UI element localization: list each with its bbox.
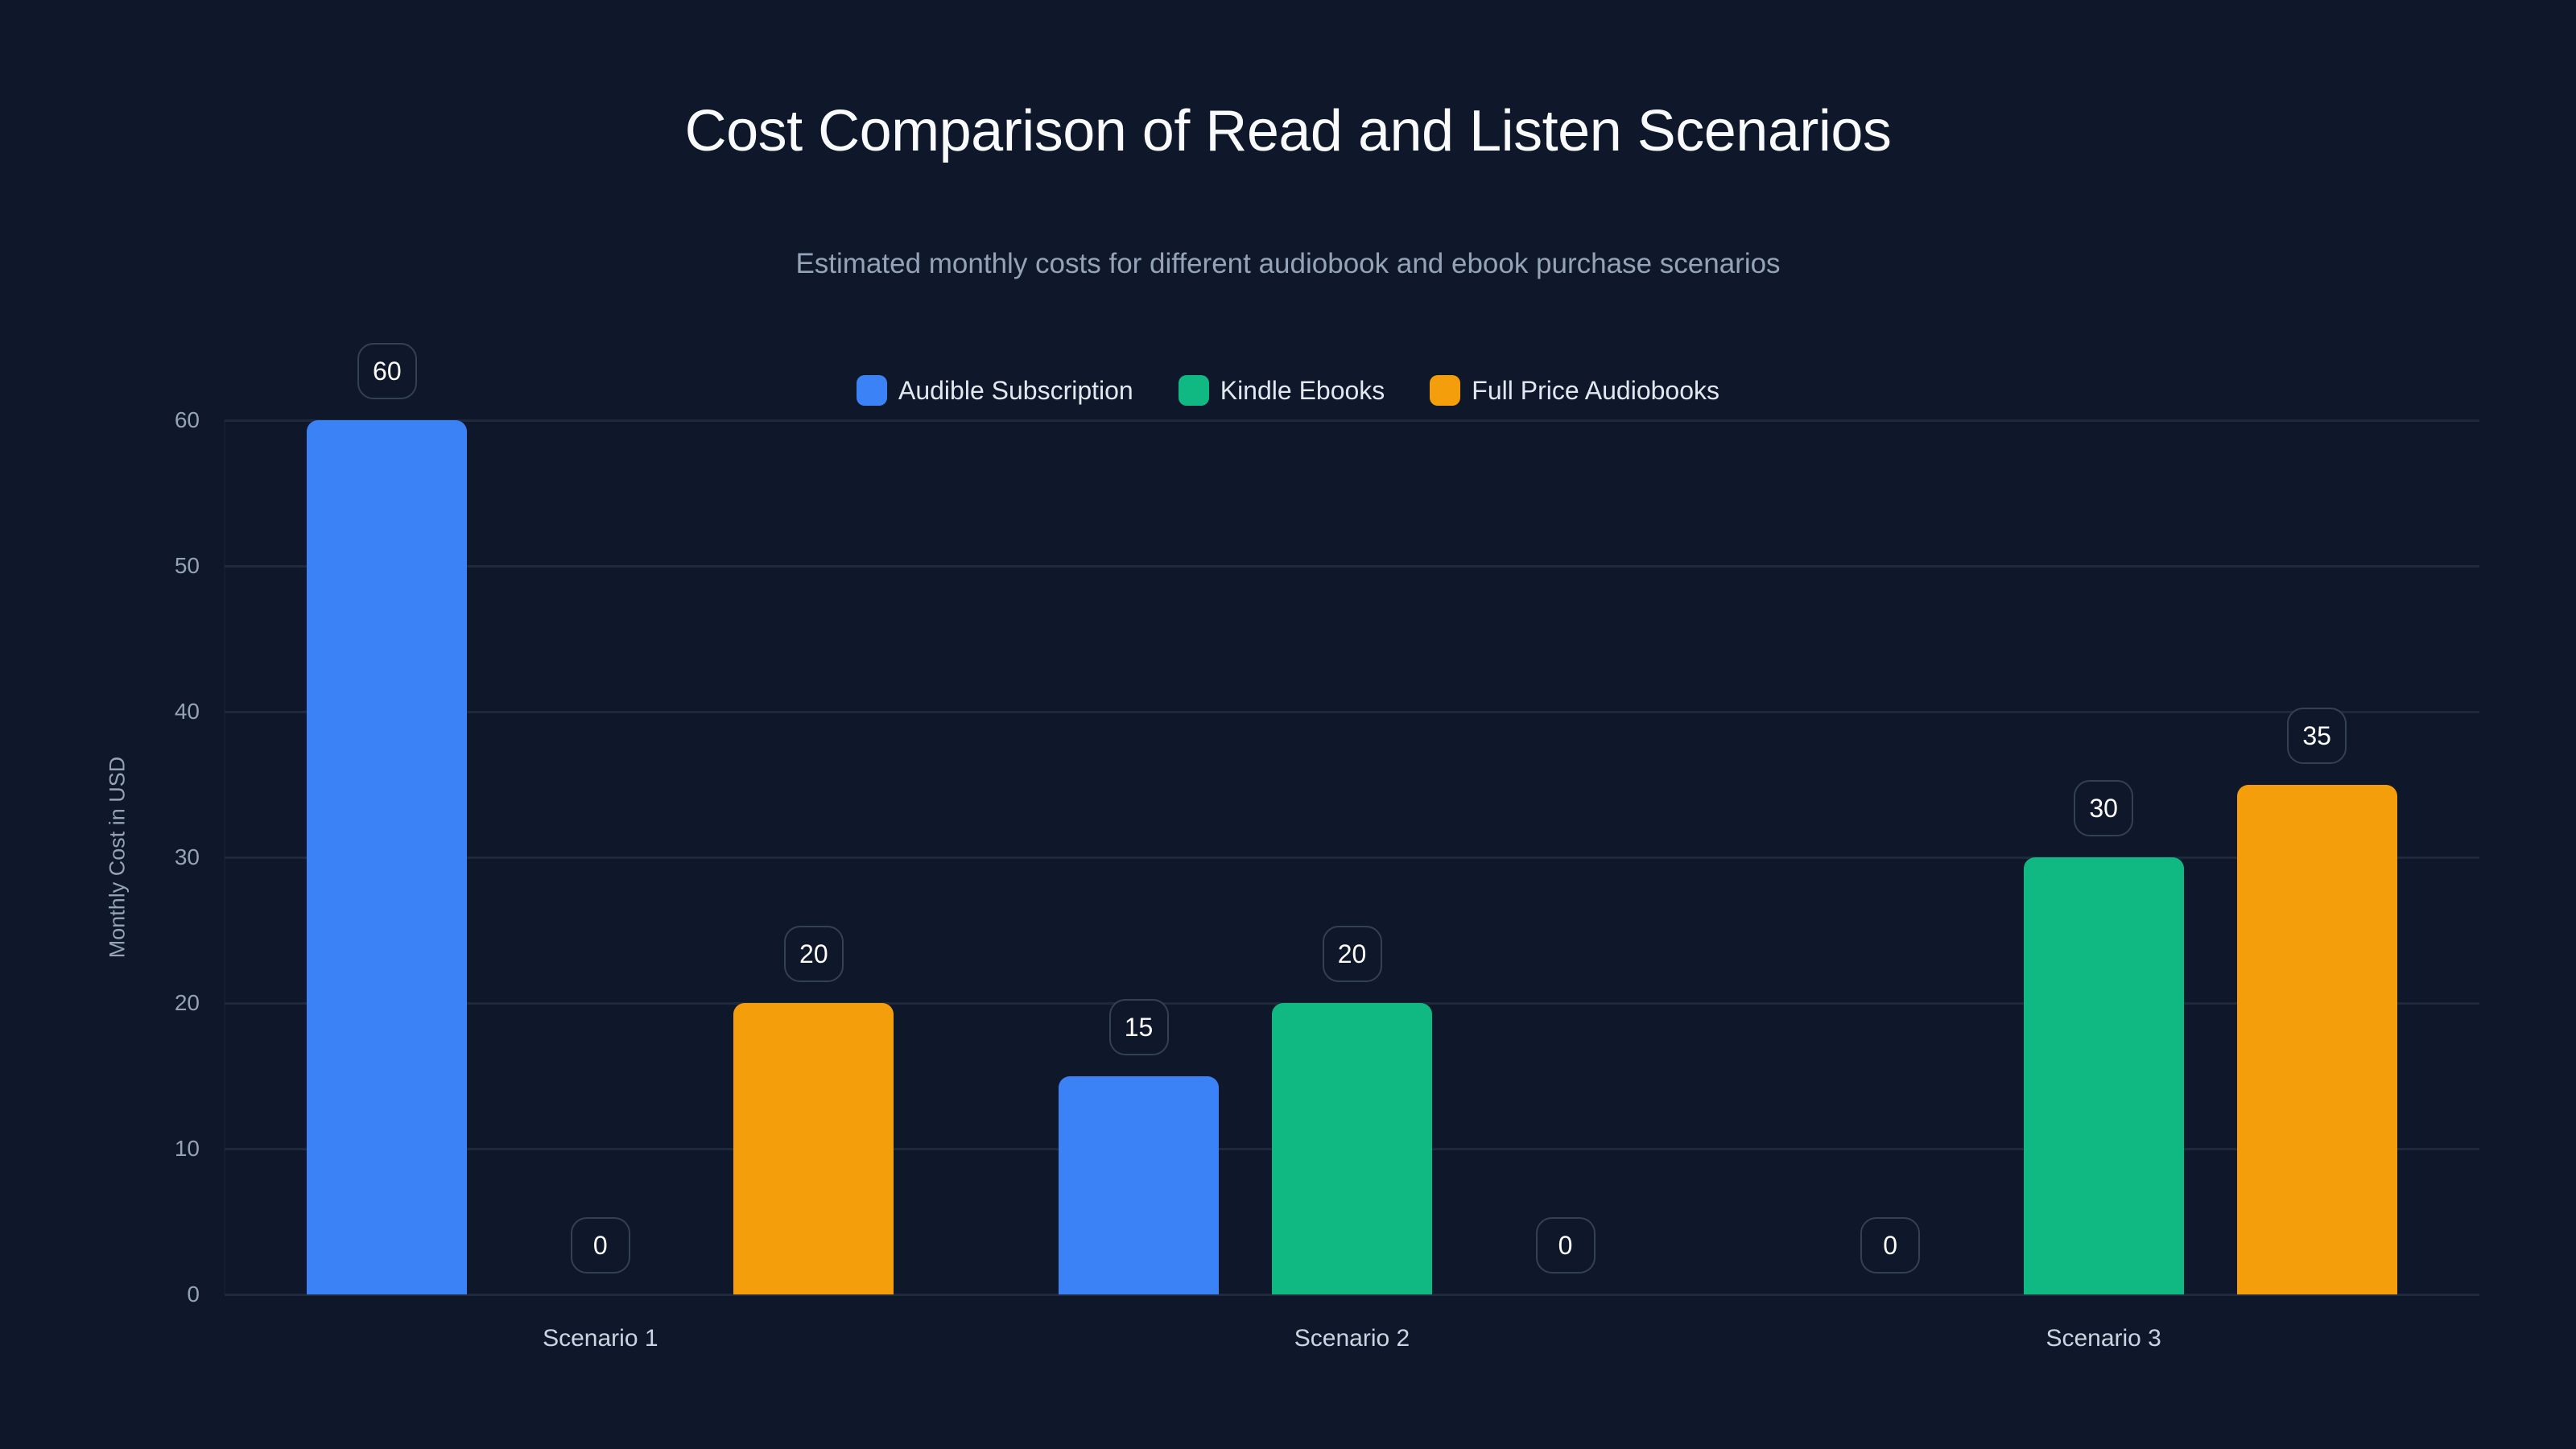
legend-item-audible-subscription[interactable]: Audible Subscription bbox=[856, 374, 1133, 407]
x-axis-baseline bbox=[225, 1294, 2479, 1296]
y-tick-label: 50 bbox=[174, 553, 200, 578]
x-axis-label: Scenario 2 bbox=[1294, 1325, 1410, 1352]
value-label: 20 bbox=[1322, 926, 1382, 982]
bar-full-price-audiobooks-scenario-3[interactable] bbox=[2236, 784, 2397, 1294]
value-label: 0 bbox=[570, 1217, 630, 1274]
value-label: 0 bbox=[1535, 1217, 1596, 1274]
legend-swatch-icon bbox=[856, 375, 887, 406]
y-tick-label: 10 bbox=[174, 1136, 200, 1161]
y-tick-label: 0 bbox=[187, 1282, 200, 1307]
y-tick-label: 40 bbox=[174, 699, 200, 724]
chart-legend: Audible Subscription Kindle Ebooks Full … bbox=[0, 370, 2576, 411]
y-tick-label: 30 bbox=[174, 844, 200, 869]
bar-kindle-ebooks-scenario-3[interactable] bbox=[2023, 857, 2184, 1294]
legend-item-full-price-audiobooks[interactable]: Full Price Audiobooks bbox=[1430, 374, 1719, 407]
legend-swatch-icon bbox=[1430, 375, 1461, 406]
gridline bbox=[225, 857, 2479, 859]
y-tick-label: 60 bbox=[174, 407, 200, 432]
gridline bbox=[225, 419, 2479, 422]
gridline bbox=[225, 711, 2479, 713]
legend-label: Kindle Ebooks bbox=[1220, 376, 1385, 405]
bar-kindle-ebooks-scenario-2[interactable] bbox=[1272, 1003, 1432, 1294]
gridline bbox=[225, 565, 2479, 568]
legend-label: Full Price Audiobooks bbox=[1472, 376, 1720, 405]
chart-title: Cost Comparison of Read and Listen Scena… bbox=[684, 99, 1892, 163]
bar-full-price-audiobooks-scenario-1[interactable] bbox=[733, 1003, 894, 1294]
value-label: 30 bbox=[2074, 780, 2134, 836]
legend-swatch-icon bbox=[1178, 375, 1209, 406]
value-label: 15 bbox=[1108, 998, 1169, 1055]
value-label: 60 bbox=[357, 343, 417, 399]
legend-item-kindle-ebooks[interactable]: Kindle Ebooks bbox=[1178, 374, 1385, 407]
x-axis-label: Scenario 3 bbox=[2046, 1325, 2161, 1352]
bar-audible-subscription-scenario-1[interactable] bbox=[307, 420, 468, 1294]
chart-subtitle: Estimated monthly costs for different au… bbox=[795, 248, 1781, 279]
y-axis-title: Monthly Cost in USD bbox=[105, 756, 130, 959]
value-label: 0 bbox=[1860, 1217, 1921, 1274]
value-label: 20 bbox=[783, 926, 844, 982]
bar-audible-subscription-scenario-2[interactable] bbox=[1059, 1075, 1219, 1294]
y-tick-label: 20 bbox=[174, 990, 200, 1015]
legend-label: Audible Subscription bbox=[898, 376, 1133, 405]
value-label: 35 bbox=[2287, 707, 2347, 764]
x-axis-label: Scenario 1 bbox=[543, 1325, 658, 1352]
